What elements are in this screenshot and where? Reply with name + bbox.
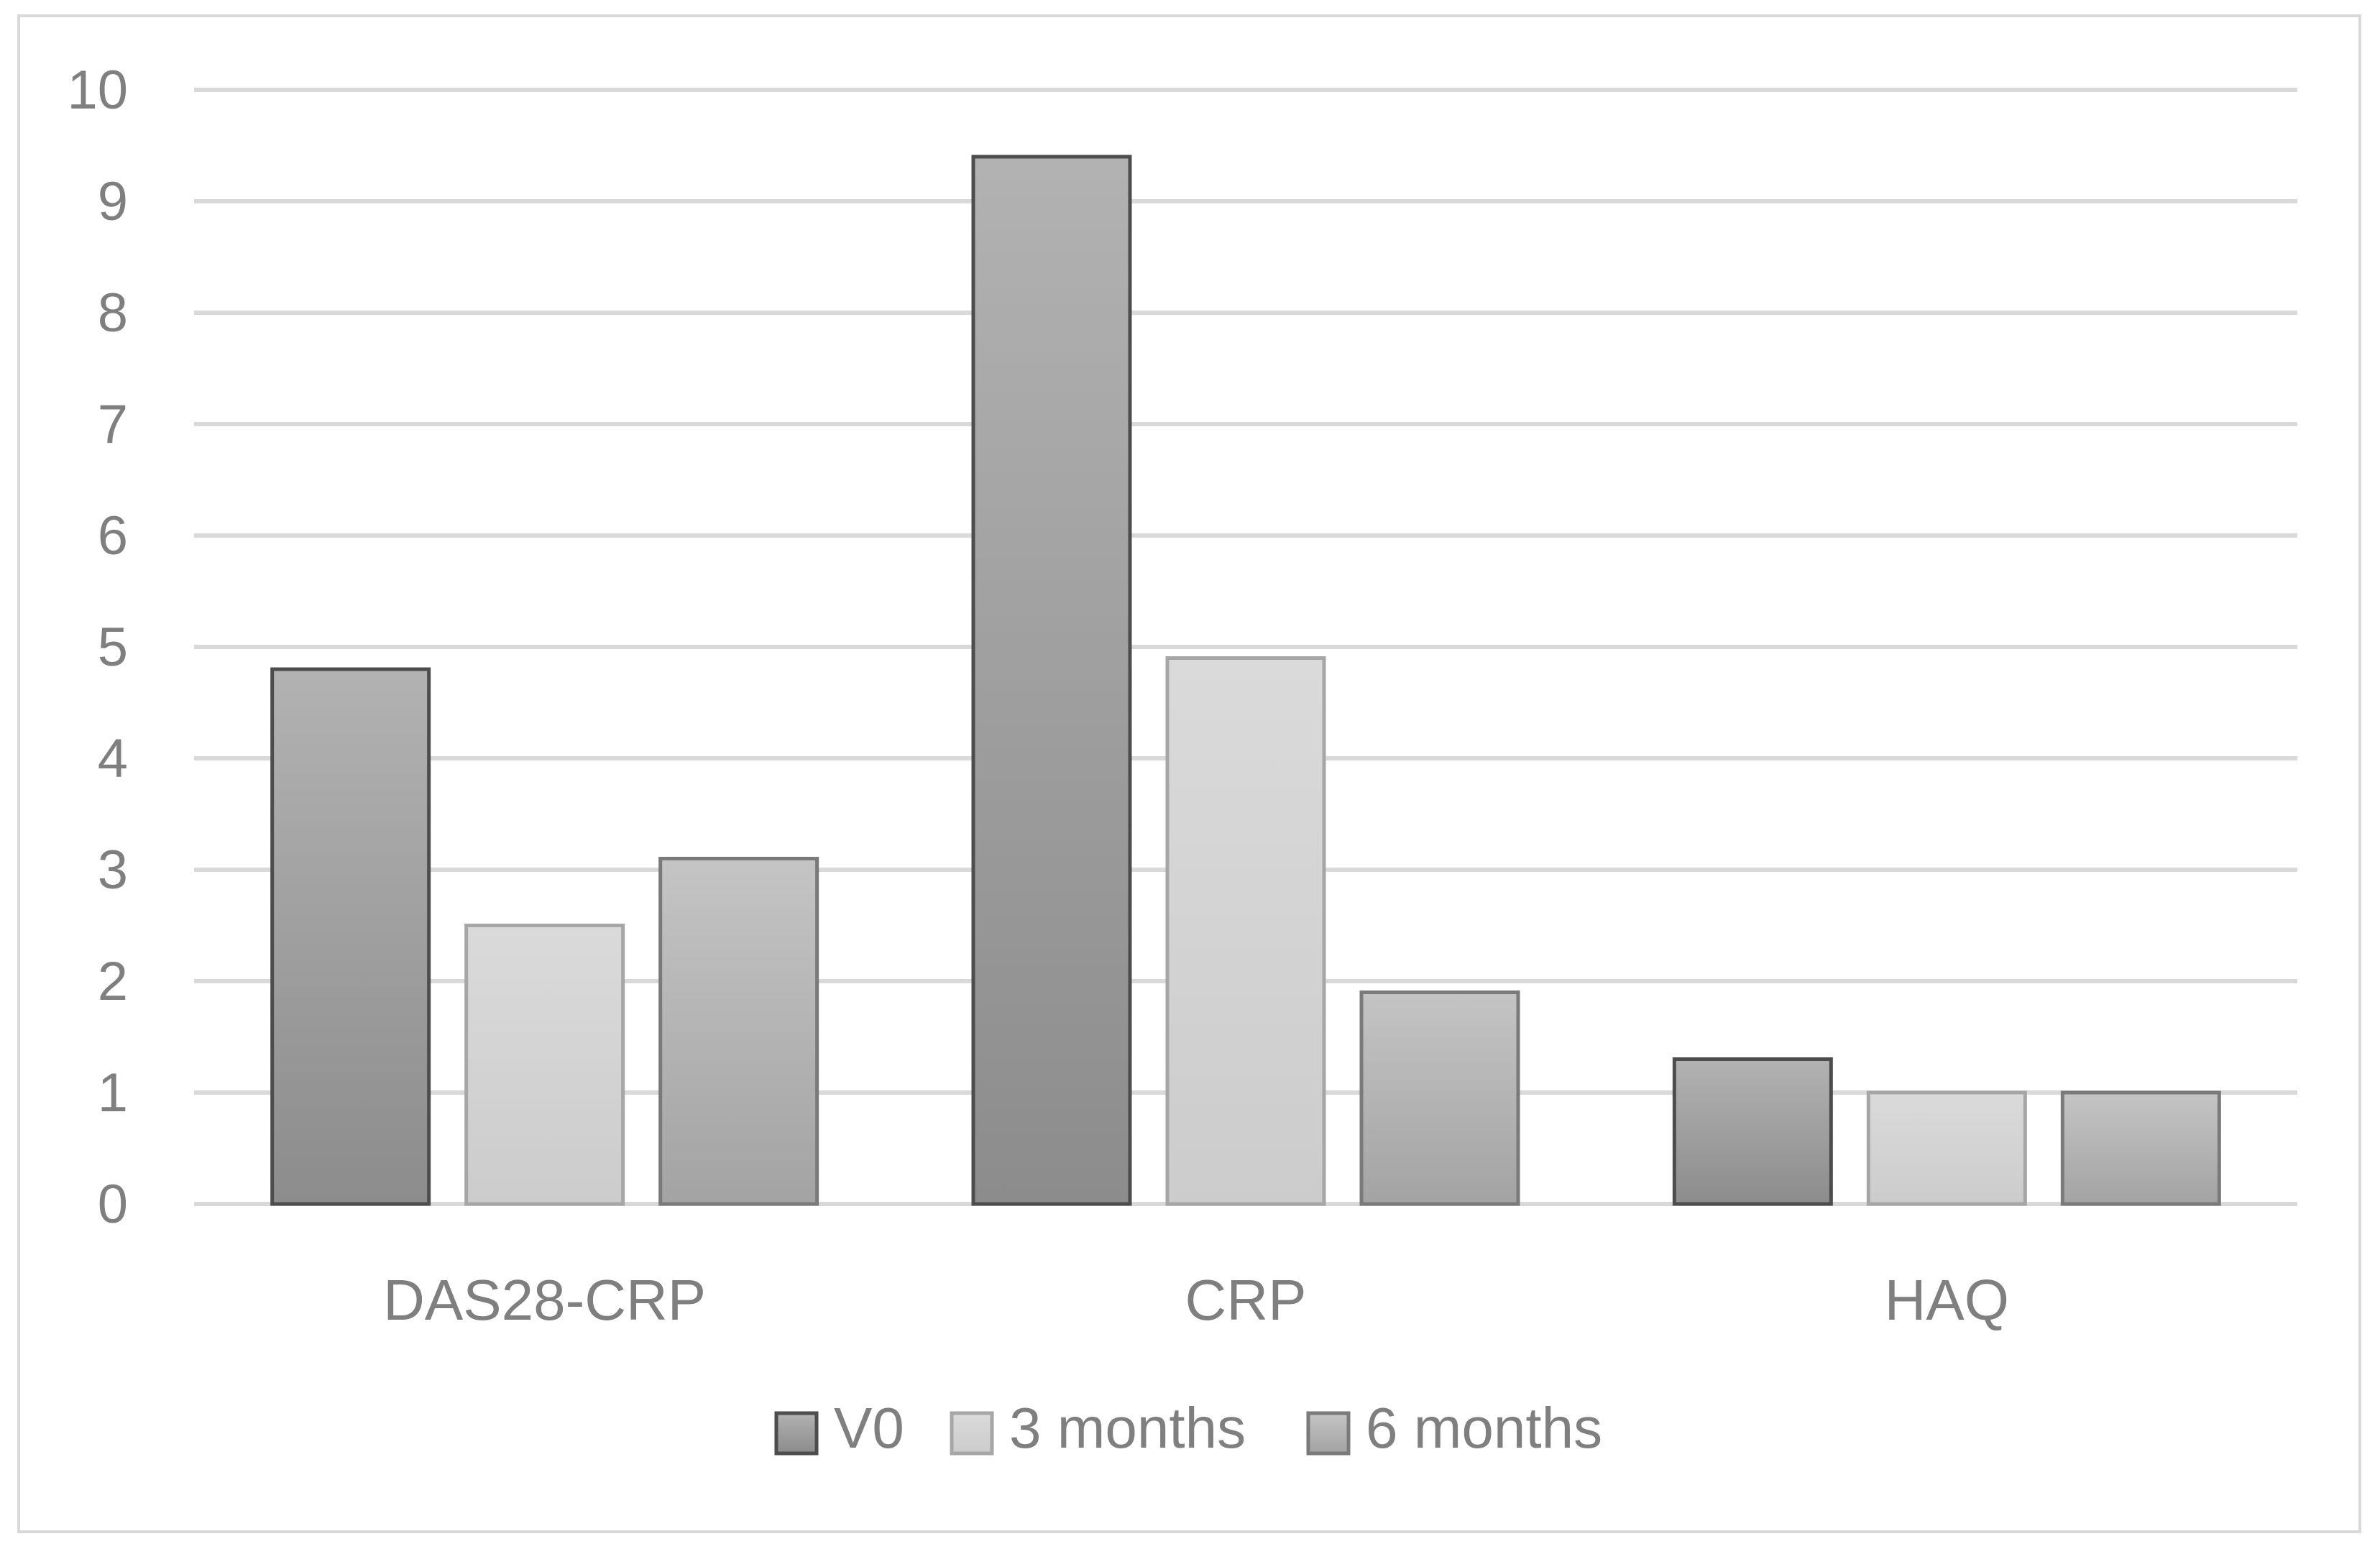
y-tick-label: 3	[98, 840, 128, 901]
x-category-label: DAS28-CRP	[383, 1268, 706, 1332]
legend-label: 3 months	[1009, 1396, 1246, 1460]
bar	[464, 924, 625, 1206]
bar	[2060, 1090, 2221, 1206]
y-tick-label: 1	[98, 1062, 128, 1123]
legend-swatch	[774, 1411, 819, 1456]
y-tick-label: 9	[98, 171, 128, 232]
y-tick-label: 4	[98, 728, 128, 789]
y-axis-tick-labels: 0 1 2 3 4 5 6 7 8 9 10	[67, 60, 128, 1235]
x-axis-category-labels: DAS28-CRP CRP HAQ	[383, 1268, 2009, 1332]
legend-label: V0	[834, 1396, 904, 1460]
bar	[1165, 656, 1326, 1206]
bar	[971, 155, 1132, 1206]
legend-swatch	[1306, 1411, 1351, 1456]
bar	[1672, 1057, 1833, 1206]
y-tick-label: 8	[98, 282, 128, 344]
chart-frame: 0 1 2 3 4 5 6 7 8 9 10 DAS28-CRP CRP HAQ V0 3 months 6…	[17, 14, 2361, 1533]
y-tick-label: 6	[98, 505, 128, 566]
legend-swatch	[950, 1411, 994, 1456]
y-tick-label: 7	[98, 394, 128, 455]
y-tick-label: 0	[98, 1174, 128, 1235]
legend-label: 6 months	[1366, 1396, 1602, 1460]
bar	[1866, 1090, 2027, 1206]
bars	[270, 155, 2221, 1206]
bar	[658, 857, 819, 1206]
legend: V0 3 months 6 months	[774, 1396, 1602, 1460]
y-tick-label: 10	[67, 60, 128, 121]
x-category-label: HAQ	[1885, 1268, 2009, 1332]
bar-chart: 0 1 2 3 4 5 6 7 8 9 10 DAS28-CRP CRP HAQ V0 3 months 6…	[67, 60, 2297, 1460]
y-tick-label: 5	[98, 617, 128, 678]
bar	[270, 667, 431, 1206]
bar	[1359, 990, 1520, 1206]
y-tick-label: 2	[98, 951, 128, 1012]
x-category-label: CRP	[1185, 1268, 1307, 1332]
